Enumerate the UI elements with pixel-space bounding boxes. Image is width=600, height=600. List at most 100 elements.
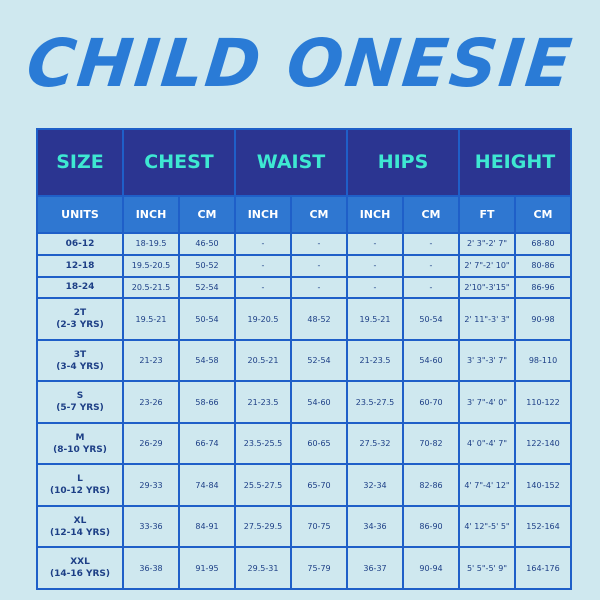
table-row: M (8-10 YRS) 26-29 66-74 23.5-25.5 60-65 27.5-… <box>38 423 571 464</box>
size-cell: 2T (2-3 YRS) <box>38 299 122 339</box>
table-row: S (5-7 YRS) 23-26 58-66 21-23.5 54-60 23.5-27.… <box>38 382 571 422</box>
size-age-label: (12-14 YRS) <box>49 527 111 538</box>
measurement-cell: 140-152 <box>516 465 571 505</box>
size-label: 3T <box>73 349 87 360</box>
header-row: SIZE CHEST WAIST HIPS HEIGHT <box>38 130 571 195</box>
size-chart-table: SIZE CHEST WAIST HIPS HEIGHT UNITS INCH … <box>36 128 573 590</box>
measurement-cell: 91-95 <box>180 548 234 588</box>
header-hips: HIPS <box>348 130 458 195</box>
size-age-label: (8-10 YRS) <box>53 444 107 455</box>
measurement-cell: 19-20.5 <box>236 299 290 339</box>
measurement-cell: 90-98 <box>516 299 571 339</box>
size-label: 06-12 <box>65 238 95 249</box>
measurement-cell: 60-70 <box>404 382 458 422</box>
measurement-cell: 21-23.5 <box>348 340 402 381</box>
measurement-cell: 21-23.5 <box>236 382 290 422</box>
measurement-cell: 54-60 <box>292 382 346 422</box>
table-row: 18-24 20.5-21.5 52-54- - - -2'10"-3'15" 86-96 <box>38 277 571 298</box>
measurement-cell: - <box>404 255 458 276</box>
measurement-cell: 3' 7"-4' 0" <box>460 382 514 422</box>
page-title: CHILD ONESIE <box>23 25 577 102</box>
size-age-label: (10-12 YRS) <box>49 486 111 497</box>
size-cell: 06-12 <box>38 234 122 254</box>
unit-waist-cm: CM <box>292 196 346 233</box>
measurement-cell: 33-36 <box>124 506 178 547</box>
header-size: SIZE <box>38 130 122 195</box>
measurement-cell: 29-33 <box>124 465 178 505</box>
measurement-cell: 5' 5"-5' 9" <box>460 548 514 588</box>
measurement-cell: 32-34 <box>348 465 402 505</box>
header-waist: WAIST <box>236 130 346 195</box>
measurement-cell: 27.5-32 <box>348 423 402 464</box>
measurement-cell: - <box>348 255 402 276</box>
size-label: XXL <box>70 557 90 568</box>
unit-chest-inch: INCH <box>124 196 178 233</box>
unit-height-cm: CM <box>516 196 571 233</box>
measurement-cell: 2'10"-3'15" <box>460 277 514 298</box>
measurement-cell: 36-37 <box>348 548 402 588</box>
measurement-cell: 23.5-25.5 <box>236 423 290 464</box>
measurement-cell: 26-29 <box>124 423 178 464</box>
size-cell: L (10-12 YRS) <box>38 465 122 505</box>
table-row: XL (12-14 YRS) 33-36 84-91 27.5-29.5 70-75 34-… <box>38 506 571 547</box>
size-age-label: (5-7 YRS) <box>56 403 104 414</box>
measurement-cell: 50-54 <box>404 299 458 339</box>
measurement-cell: 50-54 <box>180 299 234 339</box>
measurement-cell: 86-90 <box>404 506 458 547</box>
measurement-cell: 23.5-27.5 <box>348 382 402 422</box>
measurement-cell: 58-66 <box>180 382 234 422</box>
measurement-cell: 46-50 <box>180 234 234 254</box>
measurement-cell: 19.5-20.5 <box>124 255 178 276</box>
size-label: 18-24 <box>65 282 95 293</box>
unit-waist-inch: INCH <box>236 196 290 233</box>
measurement-cell: 54-58 <box>180 340 234 381</box>
measurement-cell: 21-23 <box>124 340 178 381</box>
measurement-cell: 2' 7"-2' 10" <box>460 255 514 276</box>
size-cell: 12-18 <box>38 255 122 276</box>
measurement-cell: - <box>292 255 346 276</box>
measurement-cell: 84-91 <box>180 506 234 547</box>
measurement-cell: 3' 3"-3' 7" <box>460 340 514 381</box>
measurement-cell: 152-164 <box>516 506 571 547</box>
measurement-cell: - <box>236 277 290 298</box>
measurement-cell: 19.5-21 <box>124 299 178 339</box>
measurement-cell: 29.5-31 <box>236 548 290 588</box>
measurement-cell: 52-54 <box>292 340 346 381</box>
size-cell: 3T (3-4 YRS) <box>38 340 122 381</box>
measurement-cell: 54-60 <box>404 340 458 381</box>
size-label: S <box>76 391 84 402</box>
table-row: 2T (2-3 YRS) 19.5-21 50-54 19-20.5 48-52 19.5-… <box>38 299 571 339</box>
table-row: 12-18 19.5-20.5 50-52- - - -2' 7"-2' 10" 80-86 <box>38 255 571 276</box>
measurement-cell: 4' 7"-4' 12" <box>460 465 514 505</box>
measurement-cell: 65-70 <box>292 465 346 505</box>
measurement-cell: 52-54 <box>180 277 234 298</box>
table-row: 3T (3-4 YRS) 21-23 54-58 20.5-21 52-54 21-23.5… <box>38 340 571 381</box>
units-row: UNITS INCH CM INCH CM INCH CM FT CM <box>38 196 571 233</box>
measurement-cell: 20.5-21 <box>236 340 290 381</box>
table-row: XXL (14-16 YRS) 36-38 91-95 29.5-31 75-79 36-3… <box>38 548 571 588</box>
unit-height-ft: FT <box>460 196 514 233</box>
measurement-cell: 82-86 <box>404 465 458 505</box>
measurement-cell: 74-84 <box>180 465 234 505</box>
units-label: UNITS <box>38 196 122 233</box>
measurement-cell: 25.5-27.5 <box>236 465 290 505</box>
size-label: M <box>75 432 85 443</box>
measurement-cell: 75-79 <box>292 548 346 588</box>
table-row: 06-12 18-19.5 46-50- - - -2' 3"-2' 7" 68-80 <box>38 234 571 254</box>
measurement-cell: 18-19.5 <box>124 234 178 254</box>
measurement-cell: - <box>348 234 402 254</box>
size-cell: 18-24 <box>38 277 122 298</box>
size-cell: M (8-10 YRS) <box>38 423 122 464</box>
measurement-cell: 98-110 <box>516 340 571 381</box>
measurement-cell: 48-52 <box>292 299 346 339</box>
measurement-cell: - <box>348 277 402 298</box>
measurement-cell: 34-36 <box>348 506 402 547</box>
size-label: 12-18 <box>65 260 95 271</box>
measurement-cell: 60-65 <box>292 423 346 464</box>
header-height: HEIGHT <box>460 130 571 195</box>
unit-hips-cm: CM <box>404 196 458 233</box>
measurement-cell: 27.5-29.5 <box>236 506 290 547</box>
table-row: L (10-12 YRS) 29-33 74-84 25.5-27.5 65-70 32-3… <box>38 465 571 505</box>
size-cell: S (5-7 YRS) <box>38 382 122 422</box>
size-cell: XL (12-14 YRS) <box>38 506 122 547</box>
